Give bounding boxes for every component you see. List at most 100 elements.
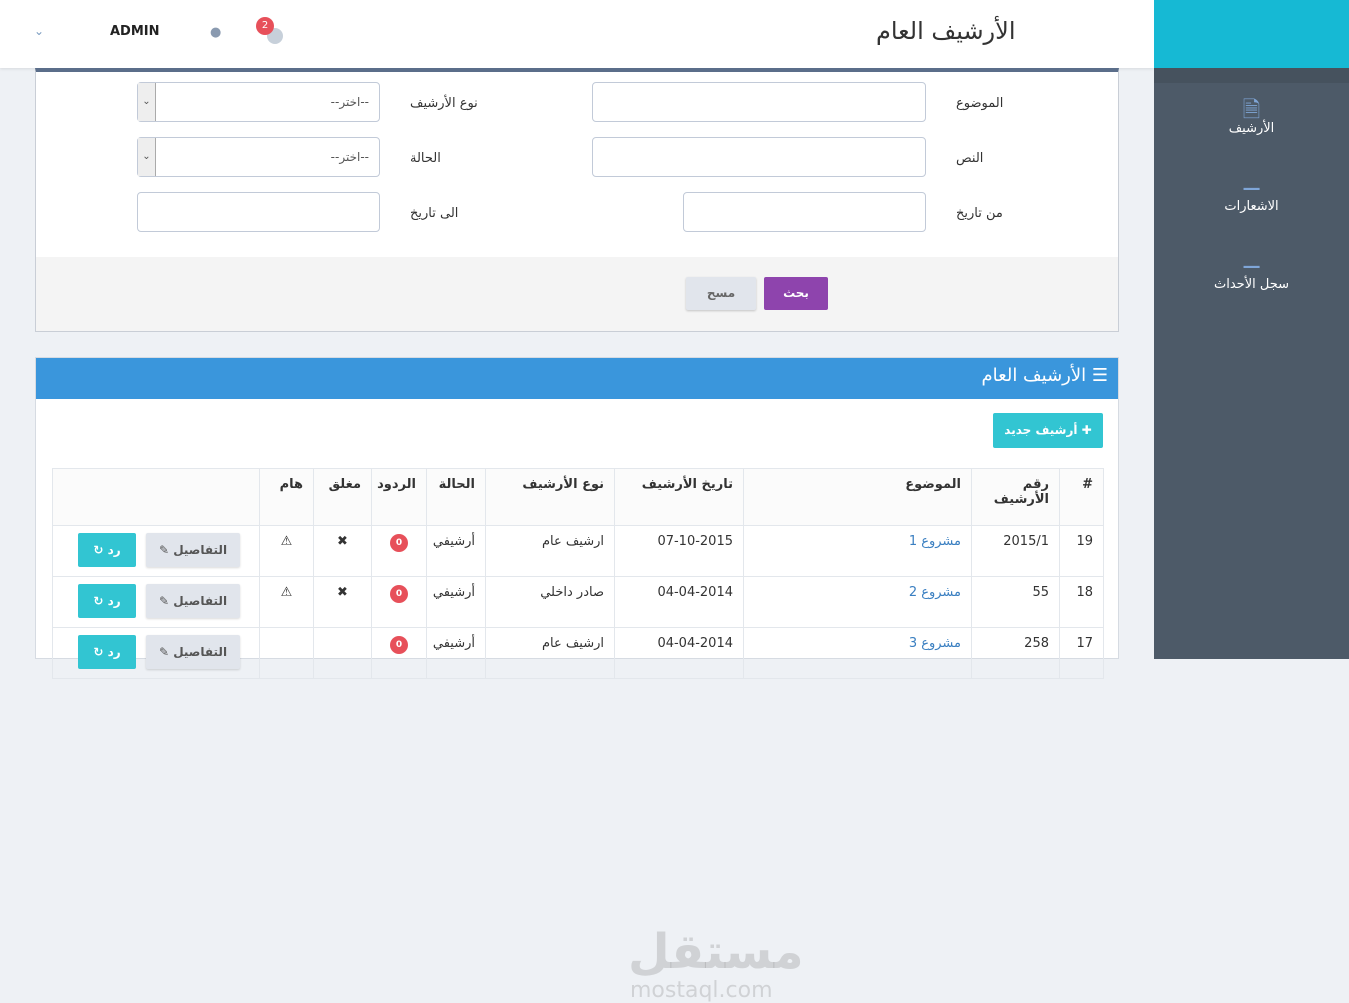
column-header: الردود — [371, 468, 427, 526]
archive-status: أرشيفي — [426, 525, 486, 577]
refresh-icon: ↻ — [93, 594, 104, 608]
actions-cell: التفاصيل ✎ رد ↻ — [52, 576, 260, 628]
column-header — [52, 468, 260, 526]
archive-table: # رقم الأرشيف الموضوع تاريخ الأرشيف نوع الأر… — [52, 468, 1104, 679]
archive-number: 258 — [971, 627, 1060, 679]
reply-label: رد — [107, 645, 121, 659]
replies-badge: 0 — [390, 585, 408, 603]
status-label: الحالة — [410, 151, 441, 166]
subject-input[interactable] — [592, 82, 926, 122]
column-header: مغلق — [313, 468, 372, 526]
sidebar-item-archive[interactable]: 🗎 الأرشيف — [1154, 83, 1349, 161]
type-label: نوع الأرشيف — [410, 96, 478, 111]
status-select[interactable]: ⌄ --اختر-- — [137, 137, 380, 177]
to-date-input[interactable] — [137, 192, 380, 232]
column-header: نوع الأرشيف — [485, 468, 615, 526]
archive-status: أرشيفي — [426, 576, 486, 628]
archive-type: ارشيف عام — [485, 627, 615, 679]
search-panel: الموضوع نوع الأرشيف ⌄ --اختر-- النص الحال… — [35, 68, 1119, 332]
archive-panel-title: الأرشيف العام — [981, 365, 1087, 386]
refresh-icon: ↻ — [93, 645, 104, 659]
clear-button[interactable]: مسح — [686, 277, 756, 310]
sidebar-item-events-log[interactable]: ⚊ سجل الأحداث — [1154, 239, 1349, 317]
warning-icon: ⚠ — [280, 534, 293, 549]
archive-date: 04-04-2014 — [614, 576, 744, 628]
replies-cell: 0 — [371, 627, 427, 679]
status-selected: --اختر-- — [330, 150, 369, 164]
table-row: 19 2015/1 مشروع 1 07-10-2015 ارشيف عام أ… — [52, 525, 1104, 577]
replies-badge: 0 — [390, 534, 408, 552]
important-cell — [259, 627, 314, 679]
page-title: الأرشيف العام — [876, 17, 1016, 45]
replies-cell: 0 — [371, 525, 427, 577]
bell-icon: ⚊ — [1241, 171, 1262, 196]
sidebar: 🗎 الأرشيف ⚊ الاشعارات ⚊ سجل الأحداث — [1154, 68, 1349, 659]
edit-icon: ✎ — [158, 543, 169, 557]
warning-icon: ⚠ — [280, 585, 293, 600]
details-button[interactable]: التفاصيل ✎ — [146, 635, 240, 669]
top-bar: ⌄ ADMIN ● 2 الأرشيف العام — [0, 0, 1154, 68]
reply-button[interactable]: رد ↻ — [78, 635, 136, 669]
details-label: التفاصيل — [173, 645, 228, 659]
closed-cell: ✖ — [313, 525, 372, 577]
list-icon: ☰ — [1086, 365, 1108, 386]
subject-label: الموضوع — [956, 96, 1004, 111]
archive-type: ارشيف عام — [485, 525, 615, 577]
reply-button[interactable]: رد ↻ — [78, 584, 136, 618]
chevron-down-icon: ⌄ — [138, 83, 156, 121]
file-zip-icon: 🗎 — [1242, 98, 1261, 123]
chevron-down-icon[interactable]: ⌄ — [34, 24, 45, 38]
close-icon: ✖ — [337, 534, 348, 549]
reply-label: رد — [107, 543, 121, 557]
replies-cell: 0 — [371, 576, 427, 628]
text-label: النص — [956, 151, 984, 166]
subject-link[interactable]: مشروع 1 — [743, 525, 972, 577]
to-date-label: الى تاريخ — [410, 206, 459, 221]
reply-label: رد — [107, 594, 121, 608]
details-button[interactable]: التفاصيل ✎ — [146, 533, 240, 567]
table-header: # رقم الأرشيف الموضوع تاريخ الأرشيف نوع الأر… — [52, 468, 1104, 526]
text-input[interactable] — [592, 137, 926, 177]
notification-badge: 2 — [256, 17, 274, 35]
from-date-input[interactable] — [683, 192, 926, 232]
watermark-logo: مستقل — [628, 924, 804, 980]
subject-link[interactable]: مشروع 2 — [743, 576, 972, 628]
refresh-icon: ↻ — [93, 543, 104, 557]
search-button[interactable]: بحث — [764, 277, 828, 310]
sidebar-item-label: الأرشيف — [1228, 121, 1275, 136]
chevron-down-icon: ⌄ — [138, 138, 156, 176]
column-header: # — [1059, 468, 1104, 526]
reply-button[interactable]: رد ↻ — [78, 533, 136, 567]
important-cell: ⚠ — [259, 576, 314, 628]
edit-icon: ✎ — [158, 645, 169, 659]
row-index: 19 — [1059, 525, 1104, 577]
close-icon: ✖ — [337, 585, 348, 600]
important-cell: ⚠ — [259, 525, 314, 577]
archive-date: 07-10-2015 — [614, 525, 744, 577]
sidebar-item-label: سجل الأحداث — [1214, 277, 1289, 292]
row-index: 18 — [1059, 576, 1104, 628]
archive-panel: ☰ الأرشيف العام ✚ أرشيف جديد # رقم الأرشي… — [35, 357, 1119, 1003]
actions-cell: التفاصيل ✎ رد ↻ — [52, 525, 260, 577]
column-header: رقم الأرشيف — [971, 468, 1060, 526]
column-header: الحالة — [426, 468, 486, 526]
details-label: التفاصيل — [173, 543, 228, 557]
watermark-url: mostaql.com — [630, 978, 773, 1003]
sidebar-item-notifications[interactable]: ⚊ الاشعارات — [1154, 161, 1349, 239]
plus-icon: ✚ — [1077, 423, 1092, 437]
column-header: الموضوع — [743, 468, 972, 526]
edit-icon: ✎ — [158, 594, 169, 608]
user-icon[interactable]: ● — [210, 25, 222, 40]
column-header: هام — [259, 468, 314, 526]
from-date-label: من تاريخ — [956, 206, 1003, 221]
sidebar-header — [1154, 0, 1349, 68]
subject-link[interactable]: مشروع 3 — [743, 627, 972, 679]
search-actions: بحث مسح — [36, 257, 1118, 331]
table-row: 17 258 مشروع 3 04-04-2014 ارشيف عام أرشي… — [52, 627, 1104, 679]
archive-panel-header: ☰ الأرشيف العام — [36, 358, 1118, 399]
user-name[interactable]: ADMIN — [110, 24, 160, 39]
type-select[interactable]: ⌄ --اختر-- — [137, 82, 380, 122]
details-label: التفاصيل — [173, 594, 228, 608]
new-archive-button[interactable]: ✚ أرشيف جديد — [993, 413, 1103, 448]
details-button[interactable]: التفاصيل ✎ — [146, 584, 240, 618]
